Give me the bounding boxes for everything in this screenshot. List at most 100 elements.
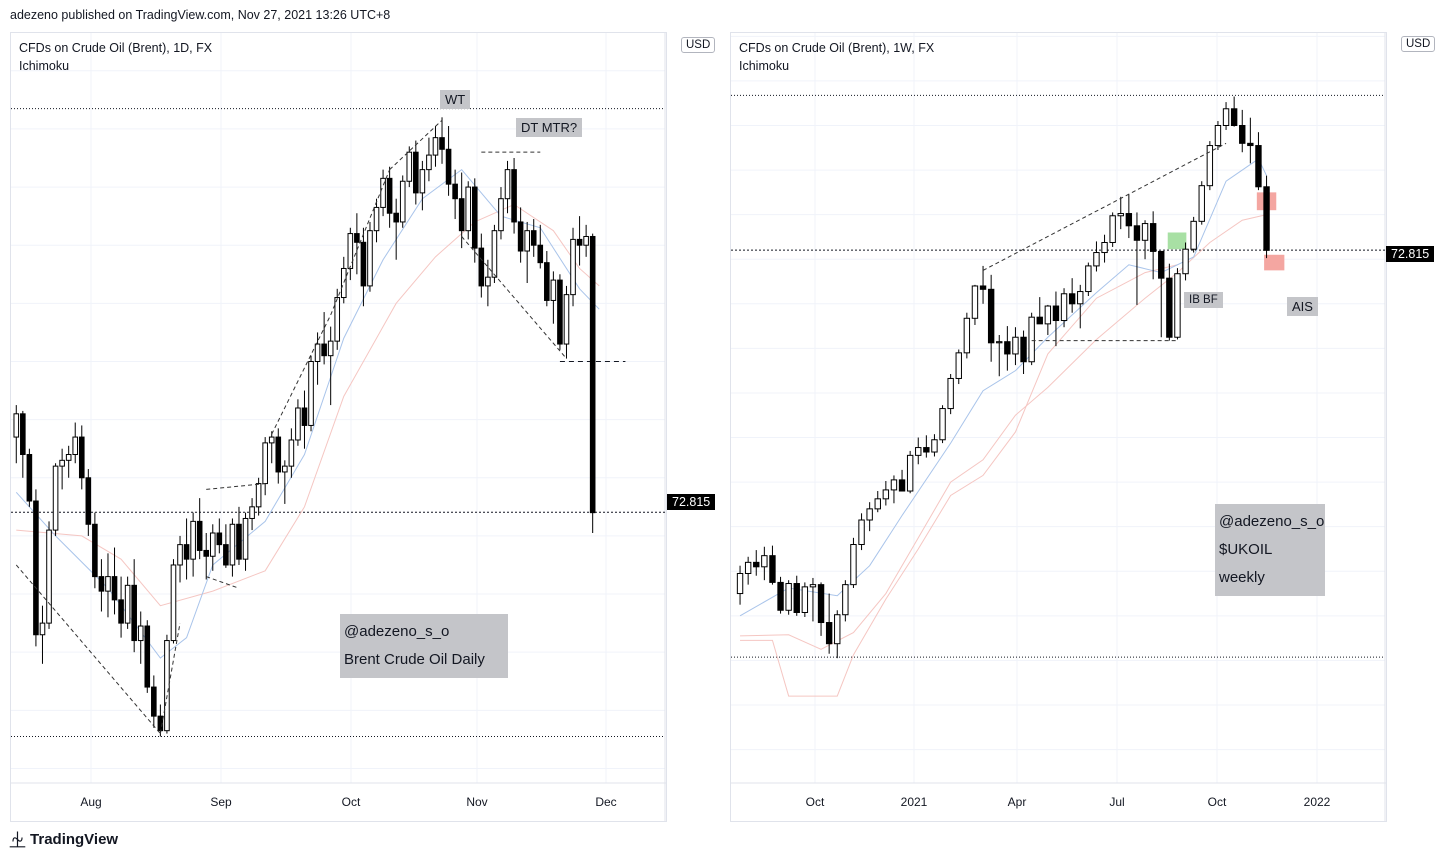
- x-tick-label: Jul: [1109, 795, 1124, 809]
- chikou-line: [740, 264, 1178, 697]
- candle-up: [229, 523, 236, 566]
- candle-up: [801, 586, 809, 613]
- candle-up: [882, 489, 890, 500]
- candle-up: [1141, 223, 1149, 241]
- candle-up: [1093, 252, 1100, 267]
- candle-up: [491, 230, 498, 278]
- candle-up: [939, 408, 946, 441]
- candle-down: [458, 198, 465, 232]
- candle-down: [1255, 145, 1262, 188]
- candle-down: [78, 436, 85, 479]
- candle-down: [26, 454, 33, 502]
- candle-down: [1068, 293, 1076, 305]
- daily-currency-button[interactable]: USD: [681, 37, 716, 53]
- candle-down: [793, 583, 800, 613]
- candle-down: [445, 148, 452, 185]
- daily-wt-label: WT: [440, 90, 471, 109]
- candle-down: [33, 500, 39, 636]
- weekly-chart-title: CFDs on Crude Oil (Brent), 1W, FX: [739, 41, 935, 55]
- candle-up: [550, 279, 557, 301]
- weekly-current-price-tag: 72.815: [1386, 246, 1435, 262]
- candle-up: [190, 520, 196, 560]
- daily-chart-svg[interactable]: 88.00086.00084.00082.00080.00078.00076.0…: [11, 33, 666, 821]
- trend-line: [982, 142, 1227, 271]
- candle-up: [1101, 242, 1108, 254]
- candle-down: [511, 169, 517, 223]
- candle-up: [744, 561, 752, 574]
- candle-up: [1190, 220, 1197, 250]
- daily-handle-label: @adezeno_s_o: [344, 623, 450, 640]
- candle-up: [834, 614, 841, 645]
- candle-up: [1109, 215, 1116, 244]
- candle-down: [517, 221, 524, 252]
- candle-down: [360, 241, 367, 287]
- candle-up: [52, 465, 59, 531]
- candles: [13, 117, 596, 737]
- candle-up: [124, 584, 131, 624]
- candle-up: [373, 206, 380, 232]
- candle-up: [858, 519, 865, 546]
- candle-down: [898, 479, 906, 492]
- candle-down: [393, 212, 399, 223]
- candle-down: [769, 555, 776, 583]
- candle-up: [282, 465, 288, 473]
- candle-down: [301, 407, 308, 426]
- weekly-currency-button[interactable]: USD: [1401, 36, 1436, 52]
- candle-up: [262, 442, 268, 485]
- trend-line: [271, 314, 332, 435]
- candle-up: [288, 439, 295, 467]
- candle-down: [452, 183, 458, 200]
- candle-up: [249, 506, 255, 519]
- grid: [11, 33, 665, 783]
- candle-up: [46, 529, 52, 624]
- candle-up: [1085, 265, 1092, 293]
- daily-chart-title: CFDs on Crude Oil (Brent), 1D, FX: [19, 41, 213, 55]
- candle-up: [314, 343, 321, 362]
- candle-up: [1077, 291, 1084, 305]
- tradingview-logo-icon: ⏈: [10, 832, 25, 849]
- candle-down: [413, 151, 419, 194]
- candle-up: [1044, 305, 1052, 325]
- tradingview-brand[interactable]: ⏈ TradingView: [10, 829, 118, 850]
- daily-chart-indicator: Ichimoku: [19, 59, 70, 73]
- candle-up: [955, 352, 962, 379]
- candle-down: [151, 686, 157, 717]
- grid: [731, 33, 1385, 783]
- candle-up: [105, 576, 111, 592]
- candle-down: [439, 137, 445, 150]
- weekly-chart-svg[interactable]: 88.00084.00080.00076.00072.00068.00064.0…: [731, 33, 1386, 821]
- candle-down: [817, 584, 825, 624]
- candle-up: [498, 198, 504, 232]
- candle-up: [406, 151, 413, 182]
- x-tick-label: 2022: [1304, 795, 1331, 809]
- candle-up: [915, 447, 922, 456]
- trend-line: [330, 169, 391, 316]
- candle-down: [183, 544, 190, 560]
- candle-down: [923, 447, 930, 453]
- candle-down: [478, 247, 485, 287]
- candle-down: [1230, 108, 1238, 126]
- daily-chart-panel[interactable]: 88.00086.00084.00082.00080.00078.00076.0…: [10, 32, 716, 822]
- candles: [736, 96, 1270, 659]
- candle-down: [20, 413, 26, 456]
- candle-up: [563, 294, 570, 345]
- candle-up: [1182, 248, 1189, 275]
- kijun-line: [740, 214, 1267, 650]
- candle-down: [1020, 336, 1027, 363]
- candle-up: [524, 230, 530, 252]
- weekly-handle-caption-box: @adezeno_s_o $UKOIL weekly: [1215, 504, 1325, 596]
- candle-down: [979, 285, 987, 290]
- x-tick-label: Apr: [1008, 795, 1027, 809]
- daily-chart-title-block: CFDs on Crude Oil (Brent), 1D, FX Ichimo…: [19, 39, 212, 75]
- weekly-chart-panel[interactable]: 88.00084.00080.00076.00072.00068.00064.0…: [730, 32, 1387, 822]
- candle-up: [72, 436, 79, 456]
- candle-down: [354, 233, 360, 243]
- candle-up: [570, 238, 576, 296]
- candle-up: [1012, 336, 1019, 355]
- candle-up: [268, 436, 275, 444]
- candle-up: [367, 230, 373, 287]
- candle-down: [471, 186, 478, 249]
- candle-down: [144, 625, 151, 688]
- candle-up: [963, 317, 971, 354]
- tenkan-line: [739, 158, 1267, 617]
